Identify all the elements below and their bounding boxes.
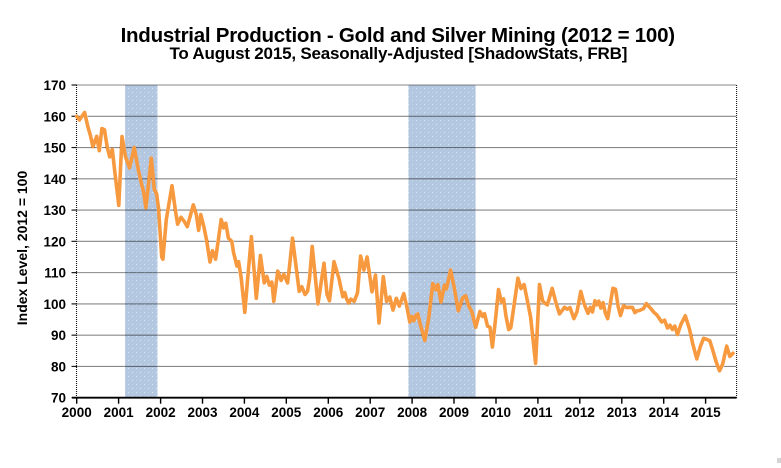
svg-text:2002: 2002 [146,405,176,420]
svg-text:2009: 2009 [439,405,469,420]
svg-text:170: 170 [43,78,66,93]
svg-text:2006: 2006 [313,405,344,420]
svg-text:150: 150 [43,141,66,156]
svg-text:2001: 2001 [104,405,135,420]
svg-text:140: 140 [43,172,66,187]
svg-text:2014: 2014 [649,405,680,420]
svg-text:70: 70 [51,391,66,406]
svg-text:2000: 2000 [62,405,92,420]
svg-text:2013: 2013 [607,405,638,420]
svg-text:To August 2015, Seasonally-Adj: To August 2015, Seasonally-Adjusted [Sha… [169,44,627,63]
svg-text:2010: 2010 [481,405,511,420]
svg-text:2012: 2012 [565,405,595,420]
svg-text:Index Level, 2012 = 100: Index Level, 2012 = 100 [14,171,30,326]
svg-text:Industrial Production - Gold a: Industrial Production - Gold and Silver … [121,24,675,47]
svg-text:110: 110 [44,266,66,281]
svg-text:160: 160 [43,109,66,124]
svg-text:2004: 2004 [229,405,260,420]
svg-text:90: 90 [51,328,66,343]
svg-text:2007: 2007 [355,405,385,420]
svg-text:100: 100 [43,297,66,312]
svg-text:80: 80 [51,359,66,374]
svg-text:120: 120 [43,234,66,249]
svg-text:2015: 2015 [691,405,722,420]
svg-text:2005: 2005 [271,405,302,420]
svg-text:130: 130 [43,203,66,218]
svg-text:2003: 2003 [187,405,218,420]
svg-text:2011: 2011 [523,405,553,420]
svg-text:2008: 2008 [397,405,428,420]
